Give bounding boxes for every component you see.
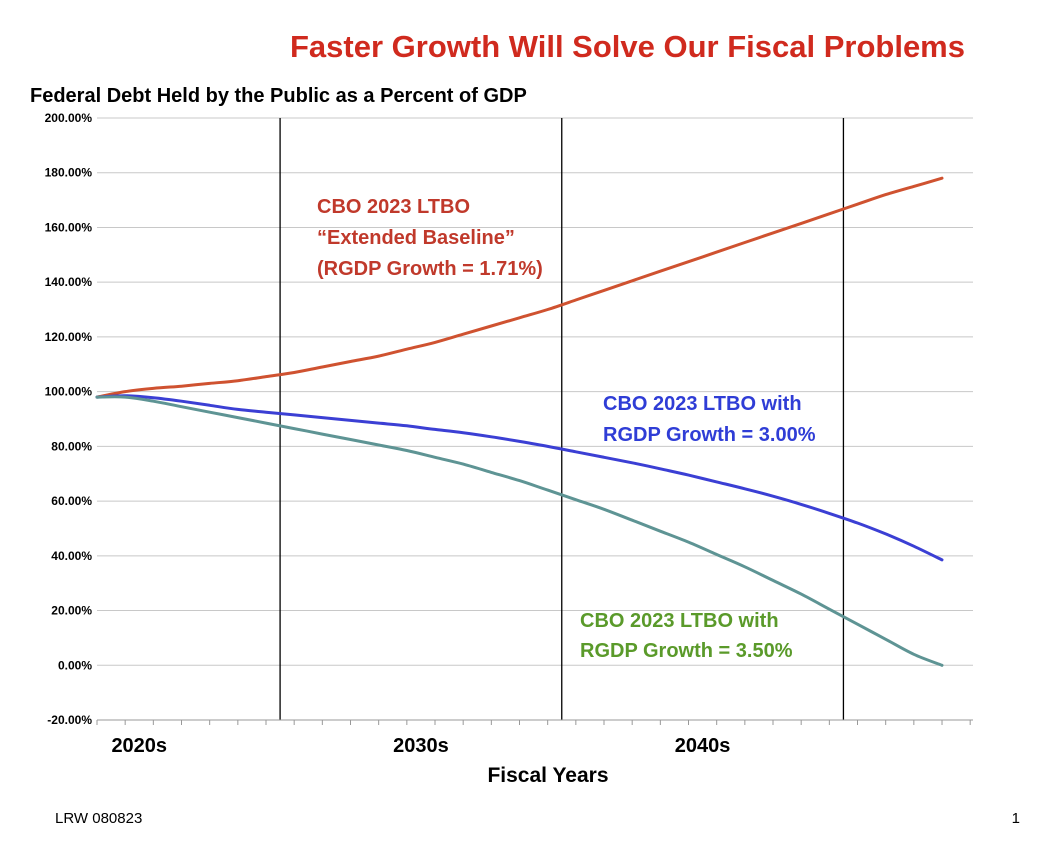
y-tick-label: 160.00%	[45, 220, 93, 234]
series-line-0	[95, 176, 944, 399]
footer-author-code: LRW 080823	[55, 810, 142, 827]
series-label-1: CBO 2023 LTBO with	[603, 393, 802, 415]
y-tick-label: 140.00%	[45, 275, 93, 289]
series-label-2: RGDP Growth = 3.50%	[580, 640, 793, 662]
y-tick-label: 180.00%	[45, 166, 93, 180]
chart-subtitle: Federal Debt Held by the Public as a Per…	[30, 85, 527, 107]
y-tick-label: 20.00%	[51, 604, 92, 618]
y-tick-label: 100.00%	[45, 385, 93, 399]
series-label-0: (RGDP Growth = 1.71%)	[317, 258, 543, 280]
y-tick-label: 120.00%	[45, 330, 93, 344]
y-tick-label: 0.00%	[58, 658, 92, 672]
series-label-1: RGDP Growth = 3.00%	[603, 424, 816, 446]
series-label-0: CBO 2023 LTBO	[317, 196, 470, 218]
series-line-1	[95, 394, 944, 562]
y-tick-label: 40.00%	[51, 549, 92, 563]
decade-boundaries	[279, 118, 845, 720]
x-axis: 2020s 2030s 2040s	[96, 719, 973, 757]
y-tick-label: 60.00%	[51, 494, 92, 508]
series-label-0: “Extended Baseline”	[317, 227, 515, 249]
series-label-2: CBO 2023 LTBO with	[580, 610, 779, 632]
series-line-2	[95, 395, 944, 667]
x-tick-label: 2020s	[111, 735, 167, 757]
y-tick-label: 80.00%	[51, 439, 92, 453]
series-annotations: CBO 2023 LTBO “Extended Baseline” (RGDP Gr…	[317, 196, 816, 662]
series-lines	[95, 176, 944, 667]
y-tick-label: 200.00%	[45, 111, 93, 125]
page-number: 1	[1012, 810, 1020, 827]
x-axis-label: Fiscal Years	[487, 764, 608, 787]
y-axis: -20.00% 0.00% 20.00% 40.00% 60.00% 80.00% 100.…	[45, 111, 93, 727]
y-tick-label: -20.00%	[47, 713, 92, 727]
grid	[97, 117, 973, 721]
chart-title: Faster Growth Will Solve Our Fiscal Prob…	[290, 29, 965, 64]
x-tick-label: 2040s	[675, 735, 731, 757]
x-tick-label: 2030s	[393, 735, 449, 757]
